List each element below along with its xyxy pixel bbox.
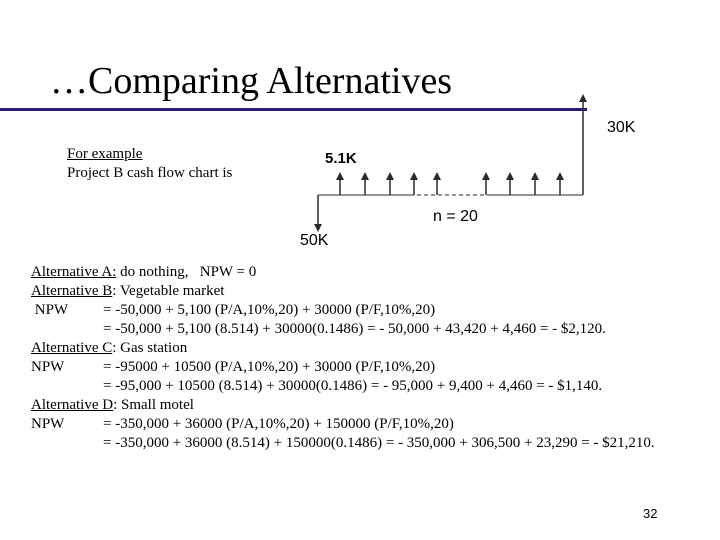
- npw-lead: NPW: [31, 359, 65, 375]
- page-number: 32: [643, 506, 658, 521]
- alternative-description: : Gas station: [112, 340, 188, 356]
- alternative-label: Alternative B: [31, 283, 113, 299]
- alternative-description: : Small motel: [113, 397, 194, 413]
- npw-calculation-line: = -50,000 + 5,100 (8.514) + 30000(0.1486…: [31, 320, 606, 339]
- alternative-heading: Alternative A: do nothing, NPW = 0: [31, 263, 256, 282]
- alternative-description: do nothing, NPW = 0: [116, 264, 257, 280]
- example-caption: Project B cash flow chart is: [67, 165, 233, 181]
- cash-flow-diagram: [314, 94, 587, 232]
- annual-amount-label: 5.1K: [325, 150, 357, 167]
- alternative-description: : Vegetable market: [112, 283, 225, 299]
- alternative-heading: Alternative D: Small motel: [31, 396, 256, 415]
- period-label: n = 20: [433, 208, 478, 225]
- npw-equation: = -50,000 + 5,100 (P/A,10%,20) + 30000 (…: [103, 302, 436, 318]
- npw-equation: = -350,000 + 36000 (8.514) + 150000(0.14…: [103, 435, 655, 451]
- example-text: For example Project B cash flow chart is: [67, 145, 232, 183]
- example-heading: For example: [67, 146, 143, 162]
- npw-lead: NPW: [31, 302, 69, 318]
- npw-calculation-line: = -95,000 + 10500 (8.514) + 30000(0.1486…: [31, 377, 602, 396]
- final-receipt-label: 30K: [607, 119, 636, 136]
- alternative-label: Alternative A:: [31, 264, 117, 280]
- alternatives-list: Alternative A: do nothing, NPW = 0 Altern…: [31, 263, 655, 453]
- npw-calculation-line: NPW = -50,000 + 5,100 (P/A,10%,20) + 3000…: [31, 301, 435, 320]
- alternative-label: Alternative D: [31, 397, 114, 413]
- npw-lead: NPW: [31, 416, 65, 432]
- npw-equation: = -95000 + 10500 (P/A,10%,20) + 30000 (P…: [103, 359, 436, 375]
- alternative-heading: Alternative C: Gas station: [31, 339, 256, 358]
- alternative-heading: Alternative B: Vegetable market: [31, 282, 256, 301]
- alternative-label: Alternative C: [31, 340, 113, 356]
- npw-equation: = -350,000 + 36000 (P/A,10%,20) + 150000…: [103, 416, 454, 432]
- npw-equation: = -95,000 + 10500 (8.514) + 30000(0.1486…: [103, 378, 603, 394]
- npw-equation: = -50,000 + 5,100 (8.514) + 30000(0.1486…: [103, 321, 606, 337]
- slide-title: …Comparing Alternatives: [50, 60, 453, 102]
- npw-calculation-line: NPW = -95000 + 10500 (P/A,10%,20) + 30000…: [31, 358, 435, 377]
- npw-calculation-line: NPW = -350,000 + 36000 (P/A,10%,20) + 150…: [31, 415, 454, 434]
- initial-cost-label: 50K: [300, 232, 329, 249]
- title-divider: [0, 108, 587, 111]
- npw-calculation-line: = -350,000 + 36000 (8.514) + 150000(0.14…: [31, 434, 655, 453]
- annual-receipt-arrows: [336, 172, 564, 196]
